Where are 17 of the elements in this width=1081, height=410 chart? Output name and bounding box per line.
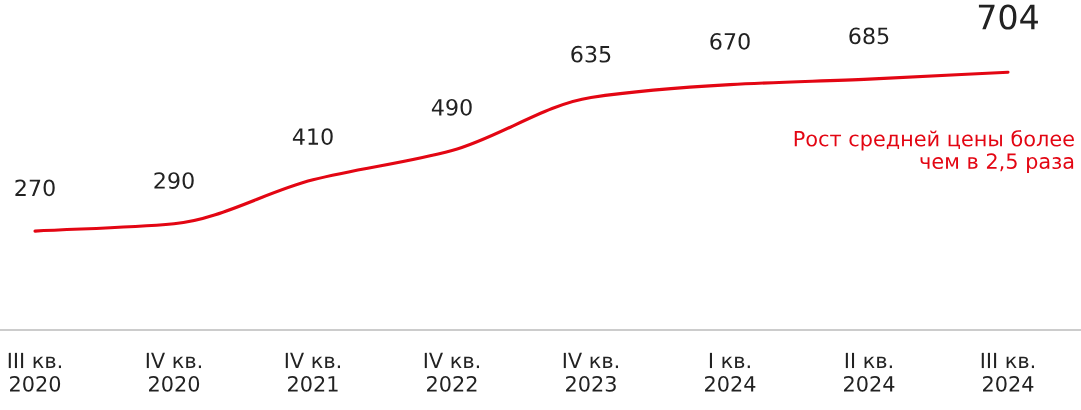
data-label: 635 (571, 45, 611, 63)
x-tick-label: IV кв. 2020 (146, 352, 201, 392)
x-tick-label: III кв. 2020 (8, 352, 62, 392)
data-label: 685 (849, 27, 889, 45)
data-label: 410 (292, 128, 333, 145)
x-tick-label: III кв. 2024 (981, 352, 1035, 392)
data-label: 490 (431, 98, 472, 116)
x-tick-label: IV кв. 2021 (285, 352, 340, 392)
x-tick-label: IV кв. 2022 (424, 352, 479, 392)
data-label: 270 (15, 179, 55, 197)
data-label: 670 (710, 32, 750, 50)
x-tick-label: IV кв. 2023 (563, 352, 618, 392)
x-tick-label: I кв. 2024 (705, 352, 756, 392)
annotation: Рост средней цены более чем в 2,5 раза (794, 130, 1074, 174)
data-label: 290 (154, 172, 194, 189)
data-label: 704 (978, 4, 1038, 30)
x-tick-label: II кв. 2024 (844, 352, 895, 392)
